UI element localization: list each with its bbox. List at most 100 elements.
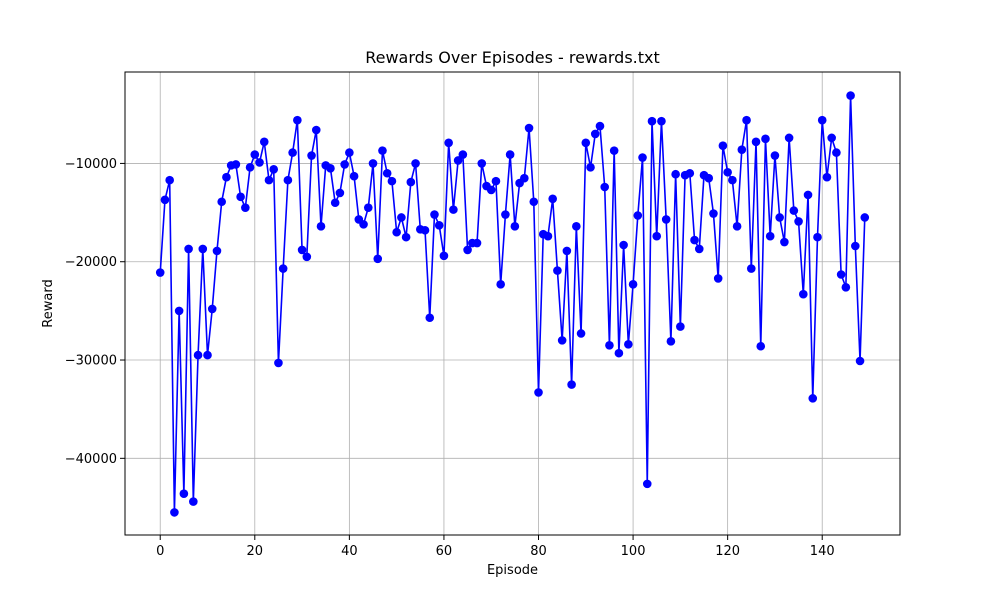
data-point: [671, 169, 680, 179]
data-point: [307, 151, 316, 160]
data-point: [770, 151, 780, 160]
data-point: [562, 246, 572, 256]
data-point: [274, 358, 283, 368]
data-point: [472, 238, 482, 248]
data-point: [179, 489, 189, 499]
data-point: [676, 322, 685, 331]
data-point: [794, 217, 803, 226]
data-point: [212, 246, 222, 256]
y-tick-label: −10000: [65, 157, 117, 172]
data-point: [657, 116, 666, 126]
ticks: 0 20 40 60 80 100 120 140 −40000 −30000 −20000 −100…: [65, 157, 835, 559]
data-point: [255, 158, 264, 167]
data-point: [756, 341, 766, 351]
data-point: [425, 313, 435, 323]
data-point: [732, 222, 742, 231]
data-point: [222, 172, 231, 182]
data-point: [245, 163, 255, 172]
data-point: [203, 350, 212, 360]
data-point: [349, 171, 359, 181]
data-point: [170, 508, 179, 517]
data-point: [510, 222, 520, 231]
data-point: [543, 231, 553, 241]
data-point: [581, 138, 591, 148]
data-point: [524, 123, 534, 133]
data-point: [576, 329, 586, 338]
data-point: [642, 479, 652, 489]
data-point: [434, 221, 444, 230]
data-point: [548, 194, 557, 204]
data-point: [652, 231, 662, 241]
data-point: [387, 176, 397, 186]
data-point: [529, 197, 539, 207]
data-point: [737, 145, 747, 154]
data-point: [373, 254, 383, 264]
data-point: [841, 282, 851, 292]
data-point: [382, 168, 392, 178]
data-point: [463, 245, 472, 255]
data-point: [557, 336, 567, 345]
data-point: [827, 133, 836, 143]
x-tick-label: 140: [810, 544, 835, 559]
x-tick-label: 60: [436, 544, 453, 559]
data-point: [278, 264, 288, 273]
data-point: [628, 280, 638, 289]
data-point: [174, 306, 184, 316]
data-point: [534, 388, 543, 397]
data-point: [458, 150, 468, 159]
data-point: [595, 121, 605, 131]
data-point: [392, 227, 401, 237]
data-point: [259, 137, 269, 147]
data-point: [198, 244, 208, 254]
y-tick-label: −40000: [65, 452, 117, 467]
series-layer: [155, 91, 870, 517]
x-axis-label: Episode: [487, 563, 538, 578]
data-point: [368, 159, 378, 168]
chart-title: Rewards Over Episodes - rewards.txt: [365, 48, 660, 67]
data-point: [685, 168, 695, 178]
data-point: [723, 167, 732, 177]
data-point: [397, 213, 406, 222]
data-point: [288, 148, 297, 157]
data-point: [765, 231, 775, 241]
data-point: [609, 146, 619, 155]
data-point: [335, 188, 345, 198]
data-point: [666, 337, 676, 346]
data-point: [728, 175, 737, 185]
data-point: [590, 129, 600, 139]
data-point: [406, 177, 416, 187]
data-point: [189, 497, 198, 506]
data-point: [439, 251, 449, 261]
data-point: [283, 175, 293, 185]
data-point: [638, 153, 647, 162]
data-point: [477, 159, 487, 168]
data-point: [836, 270, 846, 279]
data-point: [217, 197, 226, 207]
x-tick-label: 20: [247, 544, 264, 559]
data-point: [860, 213, 870, 222]
data-point: [713, 274, 723, 283]
x-tick-label: 40: [341, 544, 358, 559]
data-point: [297, 245, 307, 255]
data-point: [619, 240, 628, 250]
y-tick-label: −30000: [65, 354, 117, 369]
data-point: [661, 215, 671, 224]
data-point: [718, 141, 728, 151]
data-point: [155, 268, 165, 277]
data-point: [505, 150, 515, 159]
data-point: [363, 203, 373, 212]
data-point: [430, 210, 439, 219]
data-point: [690, 235, 699, 245]
data-point: [269, 165, 279, 174]
data-point: [822, 172, 832, 182]
x-tick-label: 80: [530, 544, 547, 559]
data-point: [605, 340, 614, 350]
data-point: [491, 176, 501, 186]
x-tick-label: 120: [715, 544, 740, 559]
data-point: [501, 210, 510, 219]
data-point: [207, 304, 217, 314]
data-point: [520, 173, 529, 183]
data-point: [808, 394, 818, 403]
